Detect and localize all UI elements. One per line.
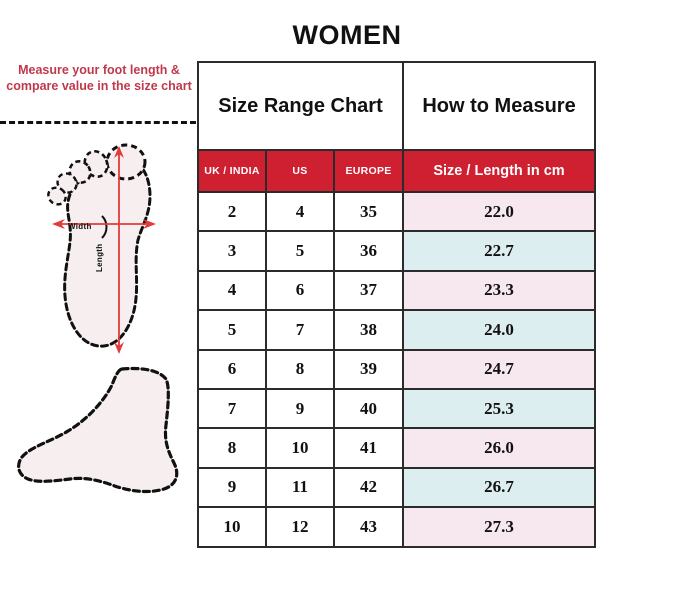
width-arrow-head-right (143, 219, 156, 229)
foot-profile-diagram (8, 355, 194, 515)
cell-cm: 25.3 (402, 387, 597, 430)
cell-us: 4 (265, 190, 335, 233)
width-label: Width (68, 222, 92, 231)
cell-europe: 38 (332, 309, 405, 351)
table-row: 9 11 42 26.7 (197, 466, 597, 509)
cell-uk: 6 (197, 348, 267, 390)
cell-cm: 26.7 (402, 466, 597, 509)
col-header-uk-india: UK / INDIA (197, 149, 267, 193)
toe-5-outline (47, 186, 67, 206)
table-group-header-row: Size Range Chart How to Measure (196, 61, 597, 151)
table-row: 7 9 40 25.3 (197, 387, 597, 430)
table-row: 4 6 37 23.3 (197, 269, 597, 312)
cell-cm: 22.7 (402, 230, 597, 272)
cell-europe: 39 (332, 348, 405, 390)
cell-uk: 4 (197, 269, 267, 312)
sole-outline (63, 154, 152, 348)
cell-us: 7 (265, 309, 335, 351)
length-arrow-head-bottom (114, 342, 124, 354)
cell-europe: 36 (332, 230, 405, 272)
cell-cm: 23.3 (402, 269, 597, 312)
col-header-us: US (265, 149, 335, 193)
cell-us: 10 (265, 427, 335, 469)
cell-uk: 3 (197, 230, 267, 272)
col-header-europe: EUROPE (332, 149, 405, 193)
col-header-size-length-cm: Size / Length in cm (402, 149, 597, 193)
cell-uk: 10 (197, 506, 267, 548)
cell-us: 5 (265, 230, 335, 272)
length-label: Length (95, 243, 104, 272)
page-title: WOMEN (292, 20, 402, 50)
arch-curve (101, 215, 108, 239)
cell-cm: 27.3 (402, 506, 597, 548)
table-row: 2 4 35 22.0 (197, 190, 597, 233)
instruction-text: Measure your foot length & compare value… (6, 63, 192, 93)
table-row: 10 12 43 27.3 (197, 506, 597, 548)
cell-us: 6 (265, 269, 335, 312)
cell-europe: 37 (332, 269, 405, 312)
profile-outline (17, 366, 179, 494)
cell-uk: 2 (197, 190, 267, 233)
cell-us: 8 (265, 348, 335, 390)
cell-cm: 22.0 (402, 190, 597, 233)
cell-europe: 41 (332, 427, 405, 469)
cell-cm: 26.0 (402, 427, 597, 469)
group-header-size-range: Size Range Chart (196, 61, 405, 151)
table-row: 5 7 38 24.0 (197, 309, 597, 351)
width-arrow-head-left (52, 219, 65, 229)
group-header-how-to-measure: How to Measure (402, 61, 597, 151)
length-arrow-head-top (114, 146, 124, 158)
table-column-header-row: UK / INDIA US EUROPE Size / Length in cm (197, 149, 597, 193)
cell-uk: 8 (197, 427, 267, 469)
cell-cm: 24.7 (402, 348, 597, 390)
cell-europe: 43 (332, 506, 405, 548)
cell-europe: 40 (332, 387, 405, 430)
cell-uk: 9 (197, 466, 267, 509)
cell-uk: 7 (197, 387, 267, 430)
dashed-divider (0, 121, 196, 124)
toe-1-outline (105, 143, 147, 181)
foot-sole-diagram (22, 138, 192, 363)
cell-us: 12 (265, 506, 335, 548)
table-row: 6 8 39 24.7 (197, 348, 597, 390)
cell-europe: 42 (332, 466, 405, 509)
size-chart-table: Size Range Chart How to Measure UK / IND… (196, 61, 597, 548)
cell-europe: 35 (332, 190, 405, 233)
table-row: 8 10 41 26.0 (197, 427, 597, 469)
table-row: 3 5 36 22.7 (197, 230, 597, 272)
cell-us: 11 (265, 466, 335, 509)
cell-cm: 24.0 (402, 309, 597, 351)
cell-us: 9 (265, 387, 335, 430)
cell-uk: 5 (197, 309, 267, 351)
